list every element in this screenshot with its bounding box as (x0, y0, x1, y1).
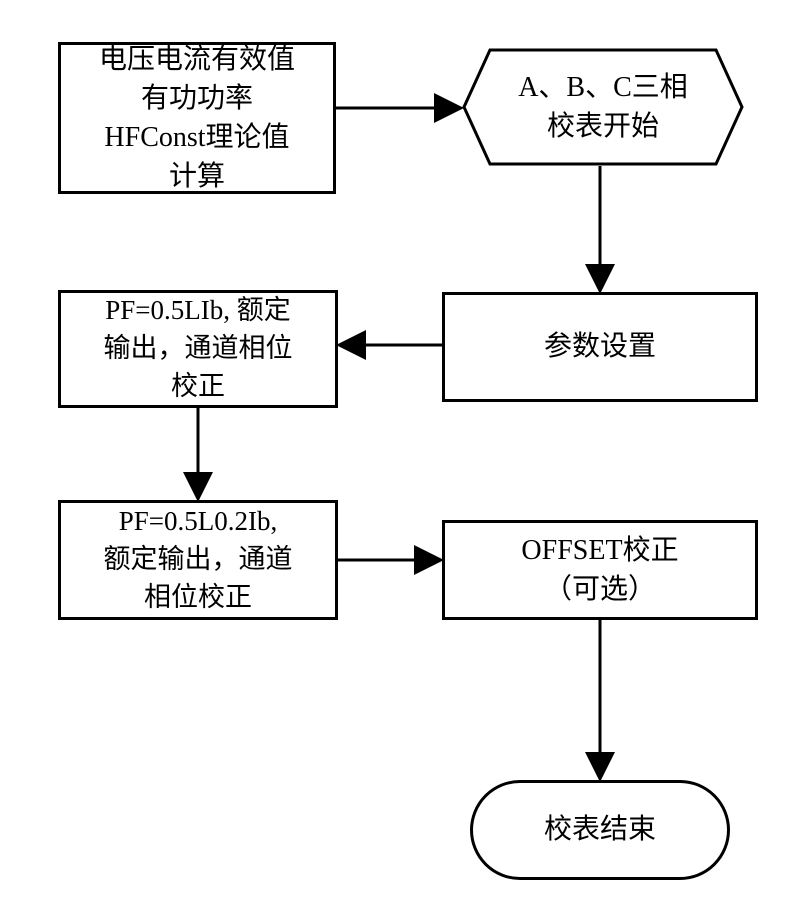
node-calc: 电压电流有效值 有功功率 HFConst理论值 计算 (58, 42, 336, 194)
node-pf1-text: PF=0.5LIb, 额定 输出，通道相位 校正 (104, 292, 293, 405)
node-calc-text: 电压电流有效值 有功功率 HFConst理论值 计算 (99, 40, 295, 197)
node-offset-text: OFFSET校正 （可选） (521, 531, 678, 609)
node-offset: OFFSET校正 （可选） (442, 520, 758, 620)
node-pf2-text: PF=0.5L0.2Ib, 额定输出，通道 相位校正 (104, 503, 293, 616)
node-end-text: 校表结束 (544, 810, 656, 849)
node-end: 校表结束 (470, 780, 730, 880)
node-pf1: PF=0.5LIb, 额定 输出，通道相位 校正 (58, 290, 338, 408)
node-param: 参数设置 (442, 292, 758, 402)
node-param-text: 参数设置 (544, 327, 656, 366)
node-pf2: PF=0.5L0.2Ib, 额定输出，通道 相位校正 (58, 500, 338, 620)
node-start-text: A、B、C三相 校表开始 (518, 68, 688, 146)
node-start: A、B、C三相 校表开始 (462, 48, 744, 166)
